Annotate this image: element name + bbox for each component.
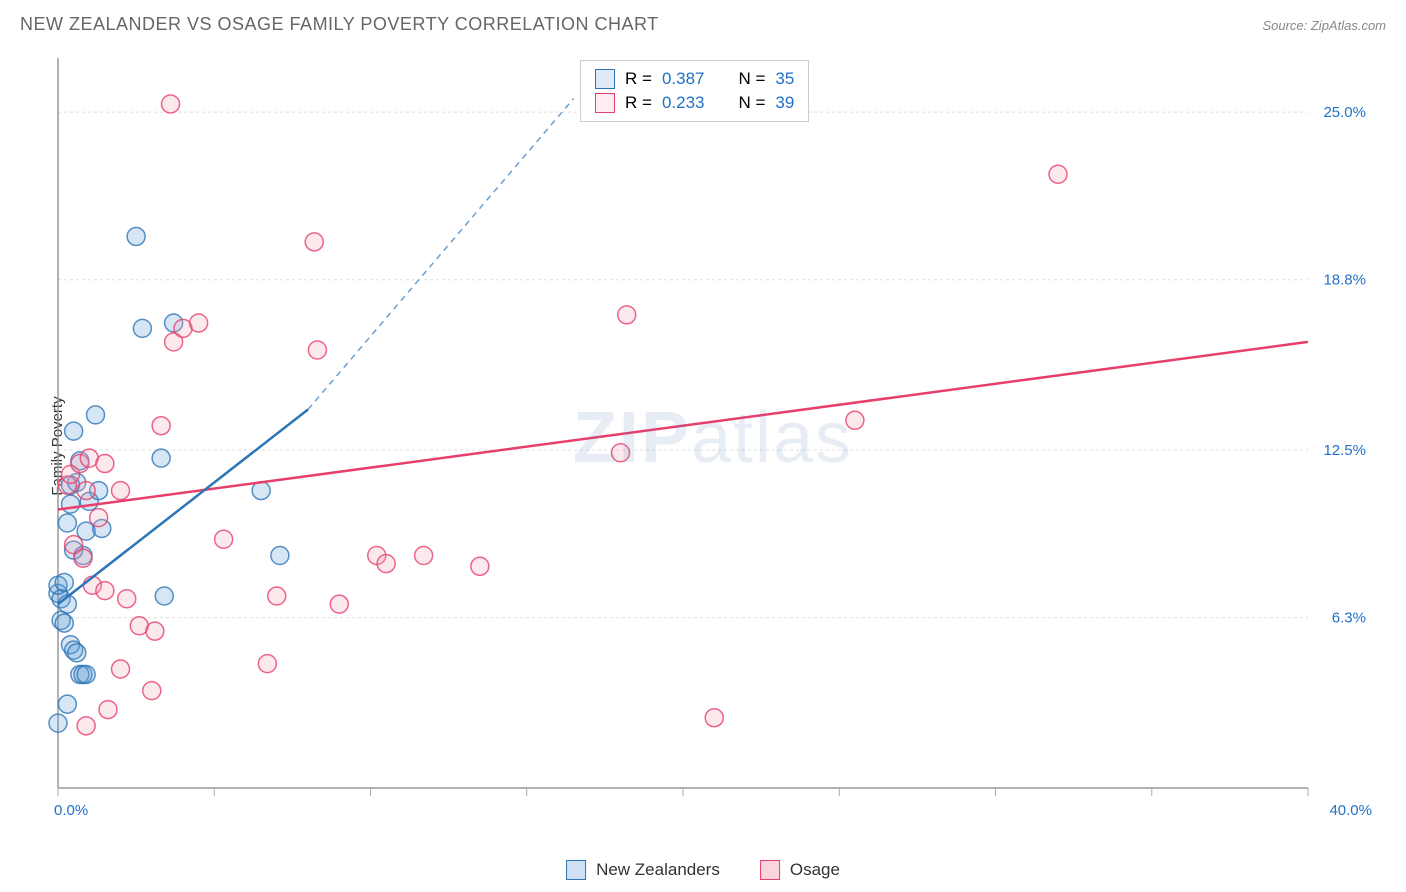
legend-label: Osage — [790, 860, 840, 880]
stat-r-label: R = — [625, 93, 652, 113]
stat-n-label: N = — [738, 93, 765, 113]
svg-text:18.8%: 18.8% — [1323, 272, 1366, 289]
stat-n-label: N = — [738, 69, 765, 89]
scatter-chart: 6.3% 12.5% 18.8% 25.0% — [48, 48, 1378, 828]
x-axis-end-label: 40.0% — [1329, 802, 1372, 819]
svg-text:6.3%: 6.3% — [1332, 610, 1366, 627]
series-swatch — [595, 93, 615, 113]
legend-swatch — [566, 860, 586, 880]
stat-n-value: 39 — [775, 93, 794, 113]
series-swatch — [595, 69, 615, 89]
stat-r-value: 0.233 — [662, 93, 705, 113]
source-label: Source: ZipAtlas.com — [1262, 18, 1386, 33]
x-axis-start-label: 0.0% — [54, 802, 88, 819]
legend-swatch — [760, 860, 780, 880]
chart-title: NEW ZEALANDER VS OSAGE FAMILY POVERTY CO… — [20, 14, 659, 35]
svg-text:25.0%: 25.0% — [1323, 104, 1366, 121]
stat-n-value: 35 — [775, 69, 794, 89]
series-legend: New Zealanders Osage — [566, 860, 840, 880]
stats-legend-box: R = 0.387 N = 35 R = 0.233 N = 39 — [580, 60, 809, 122]
stats-row: R = 0.387 N = 35 — [595, 67, 794, 91]
stat-r-value: 0.387 — [662, 69, 705, 89]
plot-area: 6.3%12.5%18.8%25.0% ZIPatlas R = 0.387N … — [48, 48, 1378, 828]
svg-text:12.5%: 12.5% — [1323, 442, 1366, 459]
stats-row: R = 0.233 N = 39 — [595, 91, 794, 115]
legend-label: New Zealanders — [596, 860, 720, 880]
legend-item: New Zealanders — [566, 860, 720, 880]
stat-r-label: R = — [625, 69, 652, 89]
legend-item: Osage — [760, 860, 840, 880]
